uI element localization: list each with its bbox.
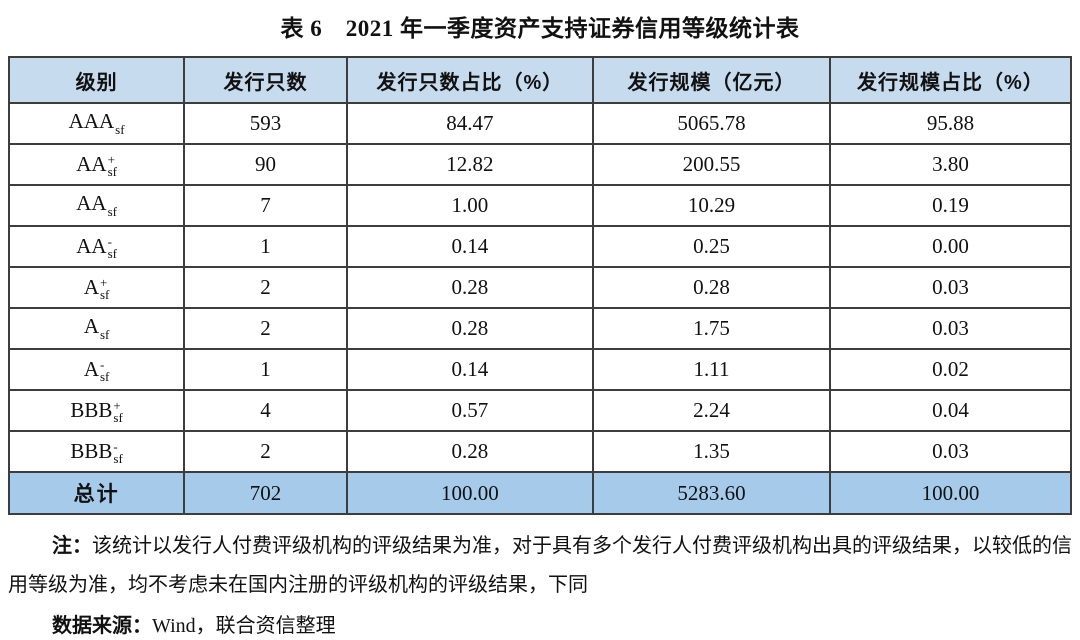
rating-cell: Asf bbox=[7, 307, 186, 350]
count-cell: 1 bbox=[183, 348, 348, 391]
table-row: AA + sf 90 12.82 200.55 3.80 bbox=[7, 143, 1073, 186]
count-cell: 7 bbox=[183, 184, 348, 227]
total-count-pct-cell: 100.00 bbox=[345, 471, 595, 515]
scale-pct-cell: 0.04 bbox=[828, 389, 1073, 432]
count-cell: 4 bbox=[183, 389, 348, 432]
rating-cell: A - sf bbox=[7, 348, 186, 391]
document-page: 表 6 2021 年一季度资产支持证券信用等级统计表 级别 发行只数 发行只数占… bbox=[0, 9, 1080, 638]
scale-pct-cell: 0.03 bbox=[828, 307, 1073, 350]
count-cell: 1 bbox=[183, 225, 348, 268]
table-row: A - sf 1 0.14 1.11 0.02 bbox=[7, 348, 1073, 391]
scale-cell: 0.25 bbox=[592, 225, 831, 268]
table-row: A + sf 2 0.28 0.28 0.03 bbox=[7, 266, 1073, 309]
scale-cell: 200.55 bbox=[592, 143, 831, 186]
total-scale-cell: 5283.60 bbox=[592, 471, 831, 515]
count-pct-cell: 12.82 bbox=[345, 143, 595, 186]
data-source: 数据来源：Wind，联合资信整理 bbox=[8, 609, 1072, 638]
rating-cell: BBB - sf bbox=[7, 430, 186, 473]
total-row: 总计 702 100.00 5283.60 100.00 bbox=[7, 471, 1073, 515]
rating-cell: AAsf bbox=[7, 184, 186, 227]
scale-pct-cell: 0.19 bbox=[828, 184, 1073, 227]
header-issue-count: 发行只数 bbox=[183, 56, 348, 104]
scale-pct-cell: 3.80 bbox=[828, 143, 1073, 186]
scale-cell: 2.24 bbox=[592, 389, 831, 432]
note-text: 该统计以发行人付费评级机构的评级结果为准，对于具有多个发行人付费评级机构出具的评… bbox=[8, 535, 1072, 596]
header-issue-count-pct: 发行只数占比（%） bbox=[345, 56, 595, 104]
table-row: BBB - sf 2 0.28 1.35 0.03 bbox=[7, 430, 1073, 473]
header-rating-level: 级别 bbox=[7, 56, 186, 104]
table-title: 表 6 2021 年一季度资产支持证券信用等级统计表 bbox=[280, 16, 800, 41]
count-pct-cell: 0.14 bbox=[345, 225, 595, 268]
scale-pct-cell: 0.03 bbox=[828, 266, 1073, 309]
note-label: 注： bbox=[52, 535, 92, 557]
total-label-cell: 总计 bbox=[7, 471, 186, 515]
count-pct-cell: 1.00 bbox=[345, 184, 595, 227]
rating-cell: AAAsf bbox=[7, 102, 186, 145]
header-row: 级别 发行只数 发行只数占比（%） 发行规模（亿元） 发行规模占比（%） bbox=[7, 56, 1073, 104]
total-scale-pct-cell: 100.00 bbox=[828, 471, 1073, 515]
count-cell: 2 bbox=[183, 266, 348, 309]
rating-cell: AA - sf bbox=[7, 225, 186, 268]
count-cell: 90 bbox=[183, 143, 348, 186]
scale-pct-cell: 0.00 bbox=[828, 225, 1073, 268]
count-pct-cell: 0.57 bbox=[345, 389, 595, 432]
scale-cell: 1.75 bbox=[592, 307, 831, 350]
credit-rating-statistics-table: 级别 发行只数 发行只数占比（%） 发行规模（亿元） 发行规模占比（%） AAA… bbox=[7, 56, 1073, 515]
count-pct-cell: 0.28 bbox=[345, 266, 595, 309]
count-pct-cell: 0.14 bbox=[345, 348, 595, 391]
scale-cell: 1.11 bbox=[592, 348, 831, 391]
data-source-label: 数据来源： bbox=[52, 615, 152, 637]
rating-cell: A + sf bbox=[7, 266, 186, 309]
count-pct-cell: 0.28 bbox=[345, 430, 595, 473]
count-pct-cell: 84.47 bbox=[345, 102, 595, 145]
table-row: BBB + sf 4 0.57 2.24 0.04 bbox=[7, 389, 1073, 432]
count-cell: 593 bbox=[183, 102, 348, 145]
count-cell: 2 bbox=[183, 430, 348, 473]
scale-pct-cell: 0.02 bbox=[828, 348, 1073, 391]
scale-cell: 1.35 bbox=[592, 430, 831, 473]
header-issue-scale: 发行规模（亿元） bbox=[592, 56, 831, 104]
rating-cell: AA + sf bbox=[7, 143, 186, 186]
scale-cell: 0.28 bbox=[592, 266, 831, 309]
table-row: AA - sf 1 0.14 0.25 0.00 bbox=[7, 225, 1073, 268]
rating-cell: BBB + sf bbox=[7, 389, 186, 432]
count-pct-cell: 0.28 bbox=[345, 307, 595, 350]
count-cell: 2 bbox=[183, 307, 348, 350]
header-issue-scale-pct: 发行规模占比（%） bbox=[828, 56, 1073, 104]
scale-pct-cell: 95.88 bbox=[828, 102, 1073, 145]
table-row: AAsf 7 1.00 10.29 0.19 bbox=[7, 184, 1073, 227]
total-count-cell: 702 bbox=[183, 471, 348, 515]
scale-cell: 5065.78 bbox=[592, 102, 831, 145]
table-row: Asf 2 0.28 1.75 0.03 bbox=[7, 307, 1073, 350]
table-note: 注：该统计以发行人付费评级机构的评级结果为准，对于具有多个发行人付费评级机构出具… bbox=[8, 527, 1072, 605]
scale-cell: 10.29 bbox=[592, 184, 831, 227]
data-source-text: Wind，联合资信整理 bbox=[152, 615, 336, 637]
table-row: AAAsf 593 84.47 5065.78 95.88 bbox=[7, 102, 1073, 145]
scale-pct-cell: 0.03 bbox=[828, 430, 1073, 473]
